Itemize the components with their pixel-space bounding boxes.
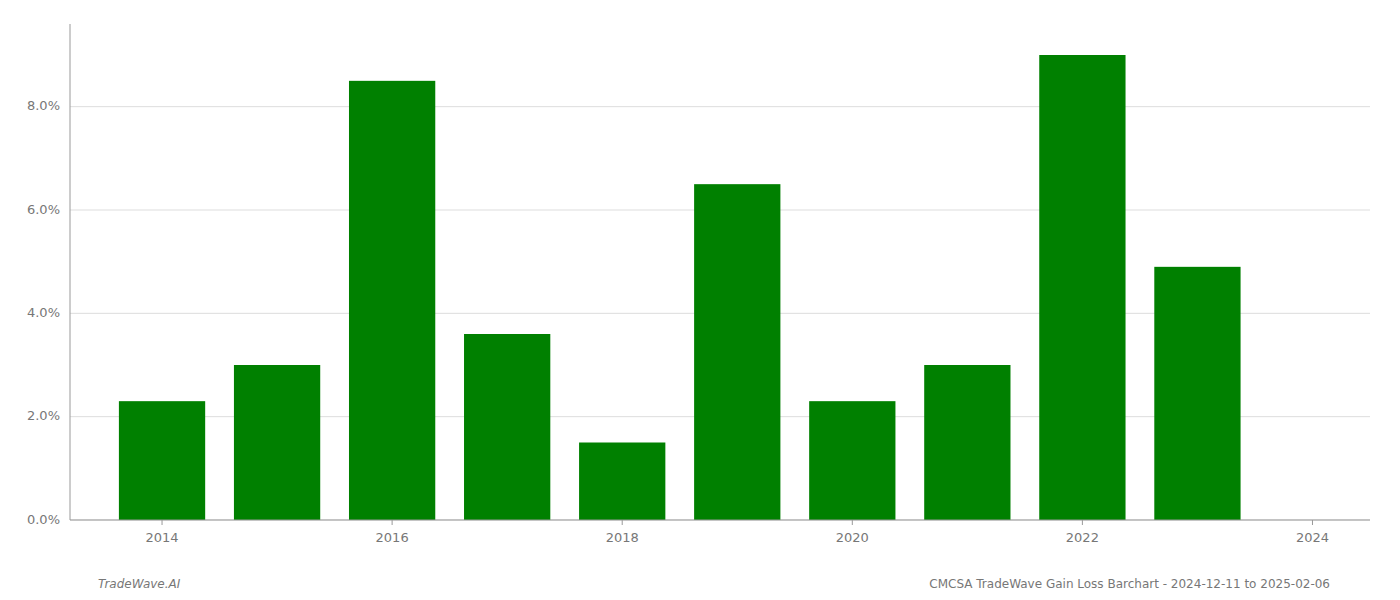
x-tick bbox=[162, 520, 163, 525]
x-tick bbox=[392, 520, 393, 525]
footer-right: CMCSA TradeWave Gain Loss Barchart - 202… bbox=[929, 577, 1330, 591]
x-tick-label: 2024 bbox=[1296, 530, 1329, 545]
x-tick-label: 2022 bbox=[1066, 530, 1099, 545]
x-tick bbox=[1312, 520, 1313, 525]
bar bbox=[924, 365, 1010, 520]
bar bbox=[119, 401, 205, 520]
bar bbox=[1039, 55, 1125, 520]
y-tick-label: 4.0% bbox=[27, 305, 60, 320]
x-axis-line bbox=[70, 520, 1370, 521]
chart: 0.0% 2.0% 4.0% 6.0% 8.0% 2014 2016 2018 2020 2022… bbox=[0, 0, 1400, 600]
x-tick-label: 2016 bbox=[376, 530, 409, 545]
bar bbox=[234, 365, 320, 520]
x-tick bbox=[1082, 520, 1083, 525]
bar bbox=[809, 401, 895, 520]
bar bbox=[349, 81, 435, 520]
y-tick-label: 2.0% bbox=[27, 408, 60, 423]
x-tick-label: 2018 bbox=[606, 530, 639, 545]
y-tick-label: 8.0% bbox=[27, 98, 60, 113]
x-tick-label: 2020 bbox=[836, 530, 869, 545]
y-grid bbox=[70, 107, 1370, 520]
x-tick-label: 2014 bbox=[145, 530, 178, 545]
bar bbox=[1154, 267, 1240, 520]
y-tick-label: 0.0% bbox=[27, 512, 60, 527]
x-ticks: 2014 2016 2018 2020 2022 2024 bbox=[145, 520, 1329, 545]
grid-line bbox=[70, 106, 1370, 107]
bar bbox=[579, 443, 665, 521]
bars bbox=[119, 55, 1241, 520]
footer-left: TradeWave.AI bbox=[98, 577, 181, 591]
chart-container: 0.0% 2.0% 4.0% 6.0% 8.0% 2014 2016 2018 2020 2022… bbox=[0, 0, 1400, 600]
y-tick-label: 6.0% bbox=[27, 202, 60, 217]
grid-line bbox=[70, 520, 1370, 521]
x-tick bbox=[852, 520, 853, 525]
bar bbox=[464, 334, 550, 520]
x-tick bbox=[622, 520, 623, 525]
y-axis-line bbox=[70, 24, 71, 520]
y-tick-labels: 0.0% 2.0% 4.0% 6.0% 8.0% bbox=[27, 98, 60, 526]
bar bbox=[694, 184, 780, 520]
